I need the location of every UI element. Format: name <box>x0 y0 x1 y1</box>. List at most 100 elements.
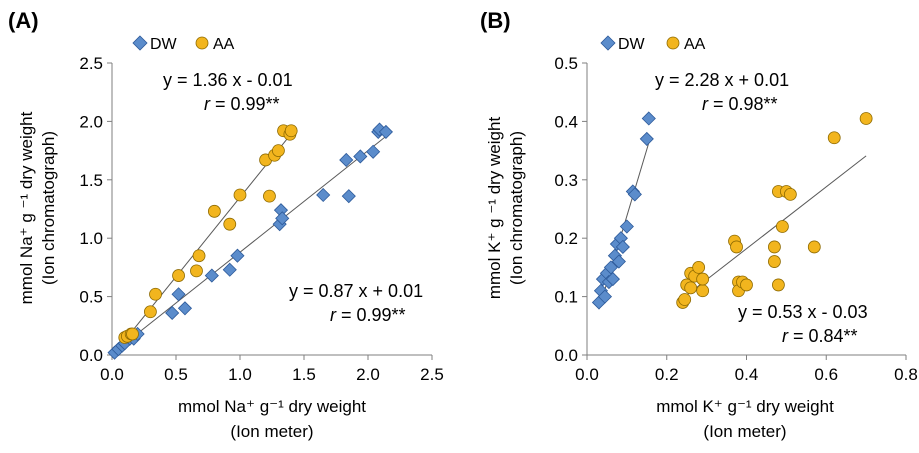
panel-b-x-tick-label: 0.2 <box>655 365 679 384</box>
panel-a-aa-point <box>190 264 203 278</box>
panel-a-x-tick-label: 2.0 <box>356 365 380 384</box>
panel-b-aa-point <box>696 284 710 298</box>
panel-b-legend-aa-label: AA <box>684 36 706 53</box>
panel-a-dw-point <box>230 248 245 263</box>
panel-a-aa-point <box>207 204 221 218</box>
panel-a-letter: (A) <box>8 8 39 33</box>
panel-a-y-tick-label: 1.0 <box>79 229 103 248</box>
panel-b-aa-point <box>807 240 821 254</box>
panel-b-legend-dw-marker <box>600 35 616 51</box>
panel-a-legend-dw-label: DW <box>150 36 178 53</box>
panel-b-dw-point <box>641 111 656 126</box>
panel-b-dw-point <box>619 219 634 234</box>
panel-a-aa-r-value: 0.99** <box>231 94 280 114</box>
panel-a-aa-equation: y = 1.36 x - 0.01 <box>163 70 293 90</box>
panel-a-y-tick-label: 2.5 <box>79 54 103 73</box>
panel-b-x-tick-label: 0.8 <box>894 365 918 384</box>
panel-a-legend-dw-marker <box>132 35 148 51</box>
panel-a-aa-point <box>149 287 162 301</box>
panel-a-dw-r-value: 0.99** <box>357 305 406 325</box>
panel-b-dw-r-value: 0.98** <box>729 94 778 114</box>
panel-b-dw-point <box>615 239 630 255</box>
panel-a-dw-point <box>339 152 354 168</box>
panel-b-y-tick-label: 0.3 <box>554 171 578 190</box>
panel-b-dw-point <box>603 260 618 275</box>
panel-a-x-tick-label: 1.5 <box>292 365 316 384</box>
panel-b-y-tick-label: 0.0 <box>554 346 578 365</box>
panel-b-dw-point <box>597 289 613 304</box>
panel-a-aa-point <box>284 124 298 138</box>
panel-a-y-tick-label: 0.5 <box>79 288 103 307</box>
panel-a-points <box>107 122 393 360</box>
panel-b-aa-point <box>692 260 706 274</box>
panel-a-aa-point <box>192 249 206 263</box>
panel-b-dw-point <box>605 272 620 287</box>
panel-b-dw-point <box>639 131 654 146</box>
panel-b-aa-point <box>827 131 841 145</box>
panel-b-legend-dw-label: DW <box>618 36 646 53</box>
panel-b-aa-r-value: 0.84** <box>809 326 858 346</box>
panel-b-aa-point <box>730 240 743 254</box>
panel-b-aa-point <box>768 240 781 254</box>
panel-a-x-tick-label: 0.5 <box>164 365 188 384</box>
panel-b-aa-point <box>859 112 873 125</box>
panel-b-x-tick-label: 0.0 <box>575 365 599 384</box>
panel-a-dw-fit-line <box>114 135 387 353</box>
panel-a-aa-point <box>172 269 185 282</box>
panel-b-dw-point <box>611 254 626 269</box>
panel-b-aa-point <box>775 220 789 233</box>
panel-a-dw-point <box>378 124 393 139</box>
panel-b-aa-point <box>768 255 781 268</box>
panel-a-dw-point <box>165 305 180 321</box>
panel-b-y-tick-label: 0.1 <box>554 288 578 307</box>
panel-a-y-axis-subtitle: (Ion chromatograph) <box>39 131 58 285</box>
panel-b-y-tick-label: 0.5 <box>554 54 578 73</box>
panel-a-x-axis-subtitle: (Ion meter) <box>230 422 313 441</box>
panel-b-aa-r: r = 0.84** <box>782 326 858 346</box>
panel-b-points <box>591 111 873 310</box>
panel-b-dw-r: r = 0.98** <box>702 94 778 114</box>
panel-b-aa-point <box>740 278 753 292</box>
panel-a-dw-point <box>177 301 193 316</box>
panel-a-dw-point <box>341 189 356 204</box>
panel-a-aa-point <box>263 189 276 203</box>
panel-a-dw-r: r = 0.99** <box>330 305 406 325</box>
panel-a-y-tick-label: 1.5 <box>79 171 103 190</box>
panel-b-x-tick-label: 0.6 <box>814 365 838 384</box>
panel-a-dw-point <box>316 187 331 203</box>
panel-a-aa-point <box>143 305 157 319</box>
panel-b-x-axis-title: mmol K⁺ g⁻¹ dry weight <box>656 397 834 416</box>
panel-b: (B) DW AA 0.0 0.1 0.2 0.3 0.4 0.5 0.0 0.2 0.4 0.6… <box>480 8 918 441</box>
panel-a: (A) DW AA 0.0 0.5 1.0 1.5 2.0 2.5 0.0 0.5 1.0 1.5… <box>8 8 444 441</box>
panel-b-y-axis-subtitle: (Ion chromatograph) <box>507 131 526 285</box>
panel-a-x-tick-label: 1.0 <box>228 365 252 384</box>
panel-a-aa-point <box>233 188 247 202</box>
panel-b-aa-point <box>684 281 698 295</box>
panel-b-aa-point <box>783 187 797 201</box>
panel-b-aa-equation: y = 0.53 x - 0.03 <box>738 302 868 322</box>
panel-a-dw-point <box>204 268 219 283</box>
panel-a-legend-aa-marker <box>195 36 209 50</box>
panel-b-axes: 0.0 0.1 0.2 0.3 0.4 0.5 0.0 0.2 0.4 0.6 0.8 <box>554 54 917 384</box>
panel-a-dw-point <box>171 287 186 302</box>
panel-a-dw-point <box>222 262 237 277</box>
panel-b-y-tick-label: 0.2 <box>554 229 578 248</box>
panel-a-aa-r: r = 0.99** <box>204 94 280 114</box>
panel-a-aa-point <box>223 217 237 231</box>
panel-a-dw-point <box>366 144 381 159</box>
panel-b-aa-point <box>678 293 692 306</box>
panel-b-aa-fit-line <box>682 155 867 299</box>
panel-b-dw-equation: y = 2.28 x + 0.01 <box>655 70 789 90</box>
panel-b-x-axis-subtitle: (Ion meter) <box>703 422 786 441</box>
panel-a-aa-point <box>271 144 285 158</box>
panel-a-y-tick-label: 0.0 <box>79 346 103 365</box>
panel-b-dw-point <box>627 187 642 202</box>
panel-a-axes: 0.0 0.5 1.0 1.5 2.0 2.5 0.0 0.5 1.0 1.5 2.0 2.5 <box>79 54 443 384</box>
panel-b-aa-point <box>772 278 785 292</box>
panel-b-y-axis-title: mmol K⁺ g ⁻¹ dry weight <box>485 117 504 300</box>
panel-b-y-tick-label: 0.4 <box>554 112 578 131</box>
panel-a-dw-point <box>353 149 368 164</box>
panel-a-y-axis-title: mmol Na⁺ g ⁻¹ dry weight <box>17 111 36 304</box>
